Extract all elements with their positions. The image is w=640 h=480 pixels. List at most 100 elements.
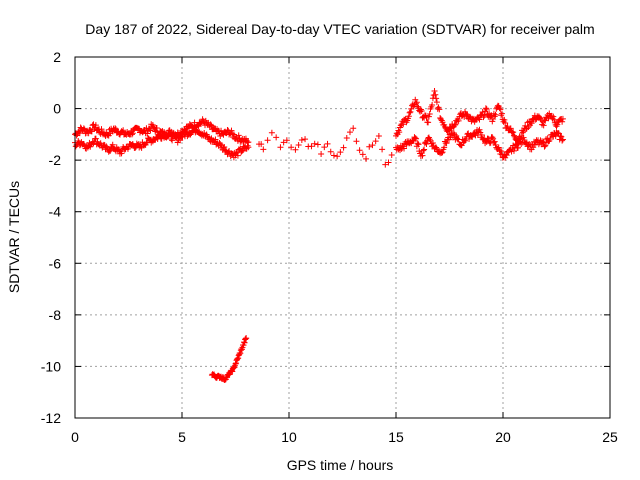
sparse-middle-point (308, 143, 315, 150)
active-upper-point (483, 106, 490, 113)
main-band-upper-point (208, 122, 215, 129)
active-lower-point (421, 146, 428, 153)
sparse-middle-point (346, 129, 353, 136)
active-upper-point (433, 95, 440, 102)
sparse-middle-point (353, 138, 360, 145)
active-upper-point (551, 116, 558, 123)
main-band-lower-point (168, 135, 175, 142)
active-upper-point (436, 106, 443, 113)
active-upper-point (498, 110, 505, 117)
active-upper-point (559, 115, 566, 122)
active-lower-point (503, 152, 510, 159)
y-tick-label: 0 (53, 101, 61, 117)
active-lower-point (541, 143, 548, 150)
active-upper-point (445, 127, 452, 134)
active-upper-point (497, 106, 504, 113)
sparse-middle-point (382, 161, 389, 168)
plot-frame (74, 56, 611, 419)
active-lower-point (414, 140, 421, 147)
active-upper-point (507, 125, 514, 132)
main-band-lower-point (212, 136, 219, 143)
active-lower-point (491, 138, 498, 145)
sparse-middle-point (340, 144, 347, 151)
sparse-middle-point (260, 146, 267, 153)
sparse-middle-point (295, 141, 302, 148)
chart-title: Day 187 of 2022, Sidereal Day-to-day VTE… (85, 21, 594, 37)
active-lower-point (415, 141, 422, 148)
active-upper-point (432, 91, 439, 98)
main-band-upper-point (92, 122, 99, 129)
active-upper-point (425, 113, 432, 120)
active-lower-point (492, 141, 499, 148)
outlier-arc-point (234, 356, 241, 363)
sparse-middle-point (283, 137, 290, 144)
main-band-upper-point (207, 121, 214, 128)
active-lower-point (429, 140, 436, 147)
main-band-upper-point (128, 131, 135, 138)
x-tick-label: 0 (71, 429, 79, 445)
active-lower-point (441, 144, 448, 151)
main-band-upper-point (245, 139, 252, 146)
active-upper-point (407, 108, 414, 115)
sparse-middle-point (330, 152, 337, 159)
outlier-arc-point (242, 335, 249, 342)
active-lower-point (438, 150, 445, 157)
outlier-arc-point (229, 368, 236, 375)
active-upper-point (481, 112, 488, 119)
axis-ticks (74, 56, 611, 419)
sparse-middle-point (359, 151, 366, 158)
x-tick-label: 10 (281, 429, 297, 445)
main-band-lower-point (221, 143, 228, 150)
outlier-arc-point (237, 350, 244, 357)
active-lower-point (514, 144, 521, 151)
active-upper-point (528, 120, 535, 127)
active-upper-point (418, 107, 425, 114)
sparse-middle-point (288, 144, 295, 151)
grid (75, 57, 610, 418)
active-upper-point (452, 121, 459, 128)
main-band-lower-point (169, 137, 176, 144)
main-band-lower-point (245, 144, 252, 151)
main-band-upper-point (228, 127, 235, 134)
active-upper-point (492, 111, 499, 118)
active-upper-point (400, 121, 407, 128)
sparse-middle-point (258, 141, 265, 148)
outlier-arc-point (236, 351, 243, 358)
sparse-middle-point (363, 155, 370, 162)
active-upper-point (433, 99, 440, 106)
main-band-lower-point (107, 147, 114, 154)
main-band-lower-point (109, 141, 116, 148)
y-tick-label: -6 (49, 255, 62, 271)
outlier-arc-point (235, 355, 242, 362)
outlier-arc-point (243, 335, 250, 342)
sparse-middle-point (334, 153, 341, 160)
sparse-middle-point (318, 151, 325, 158)
active-lower-point (443, 140, 450, 147)
x-tick-label: 25 (602, 429, 618, 445)
active-upper-point (413, 99, 420, 106)
active-lower-point (401, 145, 408, 152)
sparse-middle-point (302, 136, 309, 143)
sparse-middle-point (314, 141, 321, 148)
tick-labels: 0 5 10 15 20 25 -12 -10 -8 -6 -4 -2 0 2 (41, 49, 618, 445)
main-band-lower-point (177, 137, 184, 144)
active-lower-point (559, 136, 566, 143)
active-upper-point (425, 119, 432, 126)
active-upper-point (501, 116, 508, 123)
x-tick-label: 5 (178, 429, 186, 445)
y-tick-label: -10 (41, 358, 61, 374)
y-tick-label: -4 (49, 204, 62, 220)
active-upper-point (504, 123, 511, 130)
active-lower-point (547, 135, 554, 142)
active-upper-point (406, 109, 413, 116)
sparse-middle-point (337, 149, 344, 156)
active-upper-point (510, 132, 517, 139)
y-tick-label: -12 (41, 410, 61, 426)
active-upper-point (405, 113, 412, 120)
outlier-arc-point (232, 360, 239, 367)
active-upper-point (431, 88, 438, 95)
outlier-arc-point (233, 360, 240, 367)
sparse-middle-point (369, 142, 376, 149)
main-band-lower-point (118, 150, 125, 157)
